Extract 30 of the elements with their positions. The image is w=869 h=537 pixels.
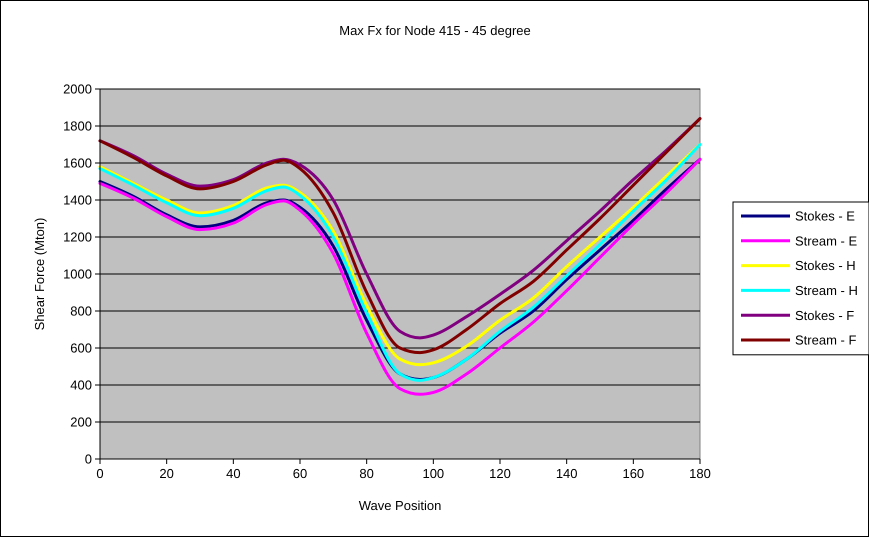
y-tick-label: 800 xyxy=(70,304,92,319)
y-tick-label: 1600 xyxy=(63,156,92,171)
y-tick-label: 0 xyxy=(84,452,92,467)
y-tick-label: 1200 xyxy=(63,230,92,245)
y-tick-label: 200 xyxy=(70,414,92,430)
y-axis-title: Shear Force (Mton) xyxy=(32,218,47,330)
x-tick-label: 100 xyxy=(422,466,444,481)
y-tick-label: 600 xyxy=(70,340,92,356)
x-tick-label: 40 xyxy=(226,466,241,481)
y-tick-label: 1800 xyxy=(63,118,92,134)
y-tick-label: 2000 xyxy=(63,82,92,97)
legend-label: Stream - E xyxy=(795,233,858,248)
x-tick-label: 160 xyxy=(622,466,644,481)
x-tick-label: 0 xyxy=(96,466,104,481)
legend-label: Stokes - E xyxy=(795,208,856,224)
x-tick-label: 120 xyxy=(489,466,511,481)
x-tick-label: 140 xyxy=(556,466,578,481)
x-axis-title: Wave Position xyxy=(358,498,442,513)
x-tick-label: 80 xyxy=(359,466,374,481)
y-tick-label: 1000 xyxy=(63,266,92,282)
x-tick-label: 180 xyxy=(689,466,711,481)
legend-label: Stokes - F xyxy=(795,308,854,323)
legend-label: Stokes - H xyxy=(795,258,856,274)
y-tick-label: 1400 xyxy=(63,192,92,208)
chart-title: Max Fx for Node 415 - 45 degree xyxy=(339,23,531,38)
legend-label: Stream - F xyxy=(795,332,856,348)
x-tick-label: 60 xyxy=(292,466,308,481)
y-tick-label: 400 xyxy=(70,378,92,393)
legend-label: Stream - H xyxy=(795,282,858,298)
x-tick-label: 20 xyxy=(159,466,174,481)
